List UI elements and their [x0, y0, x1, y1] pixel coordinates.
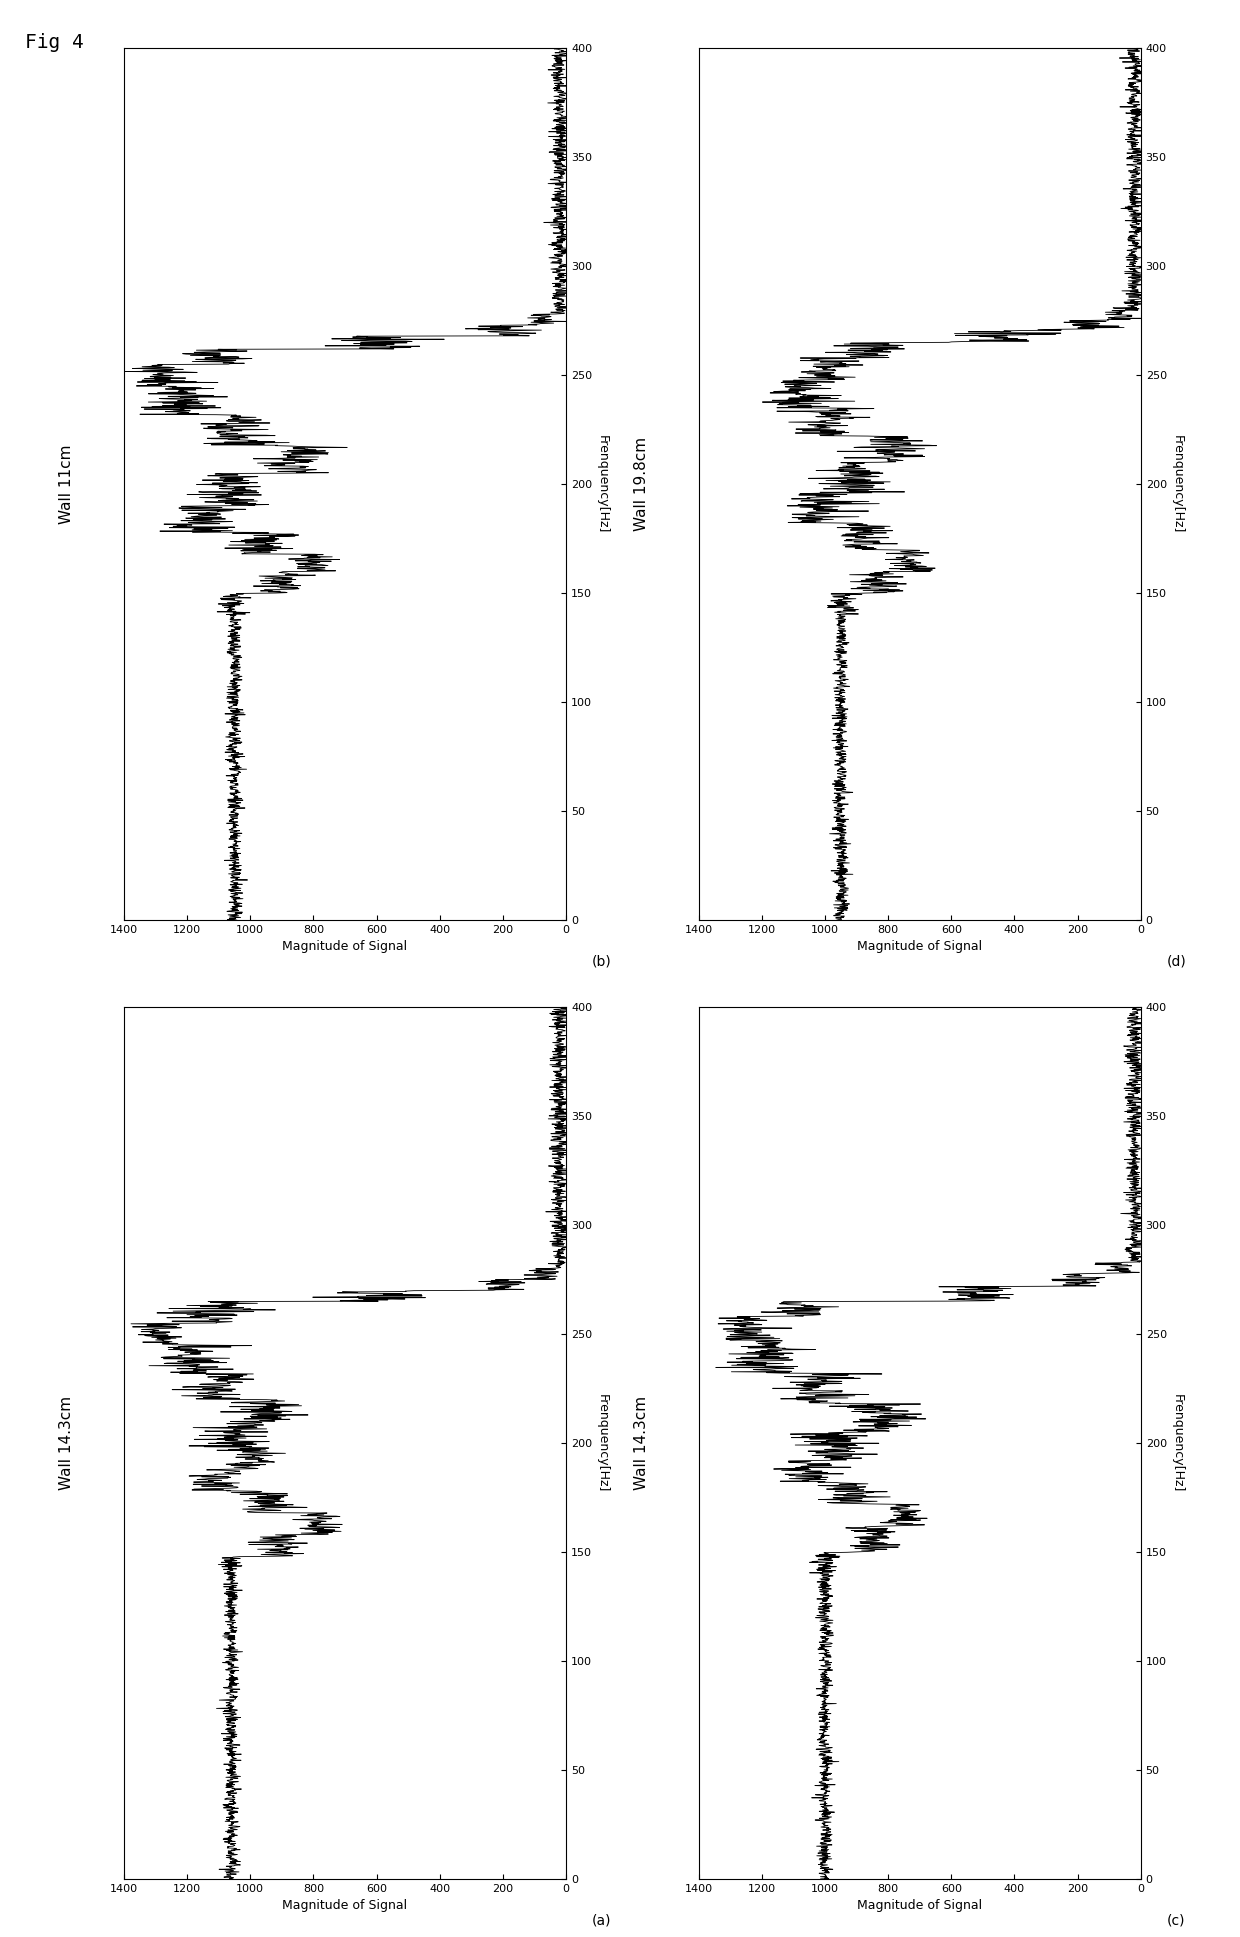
X-axis label: Magnitude of Signal: Magnitude of Signal: [857, 1900, 982, 1912]
Text: (b): (b): [591, 955, 611, 968]
Y-axis label: Frenquency[Hz]: Frenquency[Hz]: [1171, 436, 1183, 533]
Y-axis label: Frenquency[Hz]: Frenquency[Hz]: [595, 1395, 609, 1491]
Text: (c): (c): [1167, 1914, 1185, 1927]
X-axis label: Magnitude of Signal: Magnitude of Signal: [857, 941, 982, 953]
Y-axis label: Frenquency[Hz]: Frenquency[Hz]: [595, 436, 609, 533]
Text: Wall 11cm: Wall 11cm: [60, 444, 74, 525]
Text: (d): (d): [1167, 955, 1185, 968]
X-axis label: Magnitude of Signal: Magnitude of Signal: [283, 1900, 408, 1912]
Text: Wall 14.3cm: Wall 14.3cm: [634, 1397, 649, 1490]
Y-axis label: Frenquency[Hz]: Frenquency[Hz]: [1171, 1395, 1183, 1491]
Text: Fig 4: Fig 4: [25, 33, 83, 52]
Text: (a): (a): [591, 1914, 611, 1927]
X-axis label: Magnitude of Signal: Magnitude of Signal: [283, 941, 408, 953]
Text: Wall 19.8cm: Wall 19.8cm: [634, 438, 649, 531]
Text: Wall 14.3cm: Wall 14.3cm: [60, 1397, 74, 1490]
